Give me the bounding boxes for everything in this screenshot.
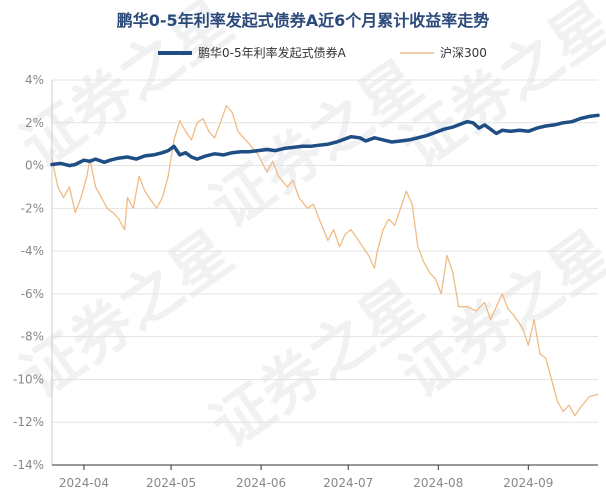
x-tick-label: 2024-09	[503, 476, 553, 490]
y-tick-label: -14%	[13, 458, 44, 472]
x-axis: 2024-04 2024-05 2024-06 2024-07 2024-08 2024-…	[52, 464, 598, 490]
legend: 鹏华0-5年利率发起式债券A 沪深300	[158, 45, 487, 60]
y-tick-label: -2%	[21, 201, 44, 215]
series-line-csi300	[51, 105, 599, 417]
x-tick-label: 2024-04	[59, 476, 109, 490]
legend-label: 鹏华0-5年利率发起式债券A	[198, 45, 347, 60]
y-axis: 4% 2% 0% -2% -4% -6% -8% -10% -12% -14%	[13, 73, 44, 472]
y-tick-label: 2%	[25, 116, 44, 130]
chart-title: 鹏华0-5年利率发起式债券A近6个月累计收益率走势	[117, 11, 489, 30]
x-tick-label: 2024-07	[323, 476, 373, 490]
y-tick-label: -4%	[21, 244, 44, 258]
series-line-fund	[50, 113, 600, 168]
y-tick-label: 4%	[25, 73, 44, 87]
y-tick-label: 0%	[25, 159, 44, 173]
y-tick-label: -10%	[13, 372, 44, 386]
x-tick-label: 2024-06	[236, 476, 286, 490]
series-layer	[50, 105, 600, 417]
y-tick-label: -6%	[21, 287, 44, 301]
x-tick-label: 2024-05	[146, 476, 196, 490]
y-tick-label: -12%	[13, 415, 44, 429]
y-tick-label: -8%	[21, 330, 44, 344]
x-tick-label: 2024-08	[413, 476, 463, 490]
grid	[51, 79, 598, 466]
legend-label: 沪深300	[440, 46, 487, 60]
